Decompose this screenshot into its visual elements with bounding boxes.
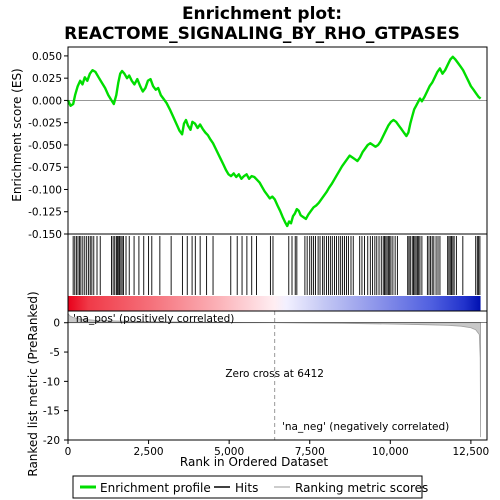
neg-correlated-label: 'na_neg' (negatively correlated): [282, 421, 449, 433]
es-ytick-label: -0.150: [28, 229, 62, 241]
es-ytick-label: -0.050: [28, 140, 62, 152]
metric-plot-frame: [67, 310, 488, 441]
legend: Enrichment profile Hits Ranking metric s…: [72, 475, 428, 499]
metric-area: [67, 311, 481, 438]
es-axis-label: Enrichment score (ES): [10, 68, 24, 201]
es-ytick-label: 0.000: [32, 95, 62, 107]
ranked-metric-panel: Zero cross at 6412 'na_pos' (positively c…: [43, 310, 490, 458]
es-ytick-label: -0.125: [28, 207, 62, 219]
metric-ytick-label: -15: [43, 406, 60, 418]
metric-plot-area: [68, 311, 487, 440]
chart-title-line1: Enrichment plot:: [182, 4, 342, 24]
x-axis-label: Rank in Ordered Dataset: [180, 455, 328, 469]
ranking-heat-bar: [68, 296, 481, 311]
metric-ytick-label: 0: [53, 318, 60, 330]
legend-hits-label: Hits: [235, 481, 258, 495]
es-ytick-label: -0.025: [28, 118, 62, 130]
legend-box: [72, 475, 423, 499]
es-ytick-label: 0.050: [32, 51, 62, 63]
metric-axis-label: Ranked list metric (PreRanked): [26, 291, 40, 476]
es-panel: -0.150 -0.125 -0.100 -0.075 -0.050 -0.025 0.00…: [28, 46, 488, 241]
es-ytick-label: -0.075: [28, 162, 62, 174]
legend-metric-label: Ranking metric scores: [295, 481, 428, 495]
metric-ytick-label: -10: [43, 376, 60, 388]
zero-cross-label: Zero cross at 6412: [225, 368, 324, 380]
es-ytick-label: 0.025: [32, 73, 62, 85]
chart-title-line2: REACTOME_SIGNALING_BY_RHO_GTPASES: [64, 24, 460, 44]
legend-enrichment-label: Enrichment profile: [100, 481, 211, 495]
metric-ytick-label: -5: [50, 347, 60, 359]
x-tick-label: 2,500: [134, 446, 164, 458]
es-ytick-label: -0.100: [28, 184, 62, 196]
x-tick-label: 0: [65, 446, 72, 458]
x-tick-label: 7,500: [295, 446, 325, 458]
metric-ytick-label: -20: [43, 435, 60, 447]
x-tick-label: 5,000: [214, 446, 244, 458]
hits-panel: [67, 233, 488, 312]
x-tick-label: 10,000: [372, 446, 409, 458]
x-tick-label: 12,500: [453, 446, 490, 458]
pos-correlated-label: 'na_pos' (positively correlated): [73, 313, 234, 325]
es-profile-line: [66, 55, 482, 228]
